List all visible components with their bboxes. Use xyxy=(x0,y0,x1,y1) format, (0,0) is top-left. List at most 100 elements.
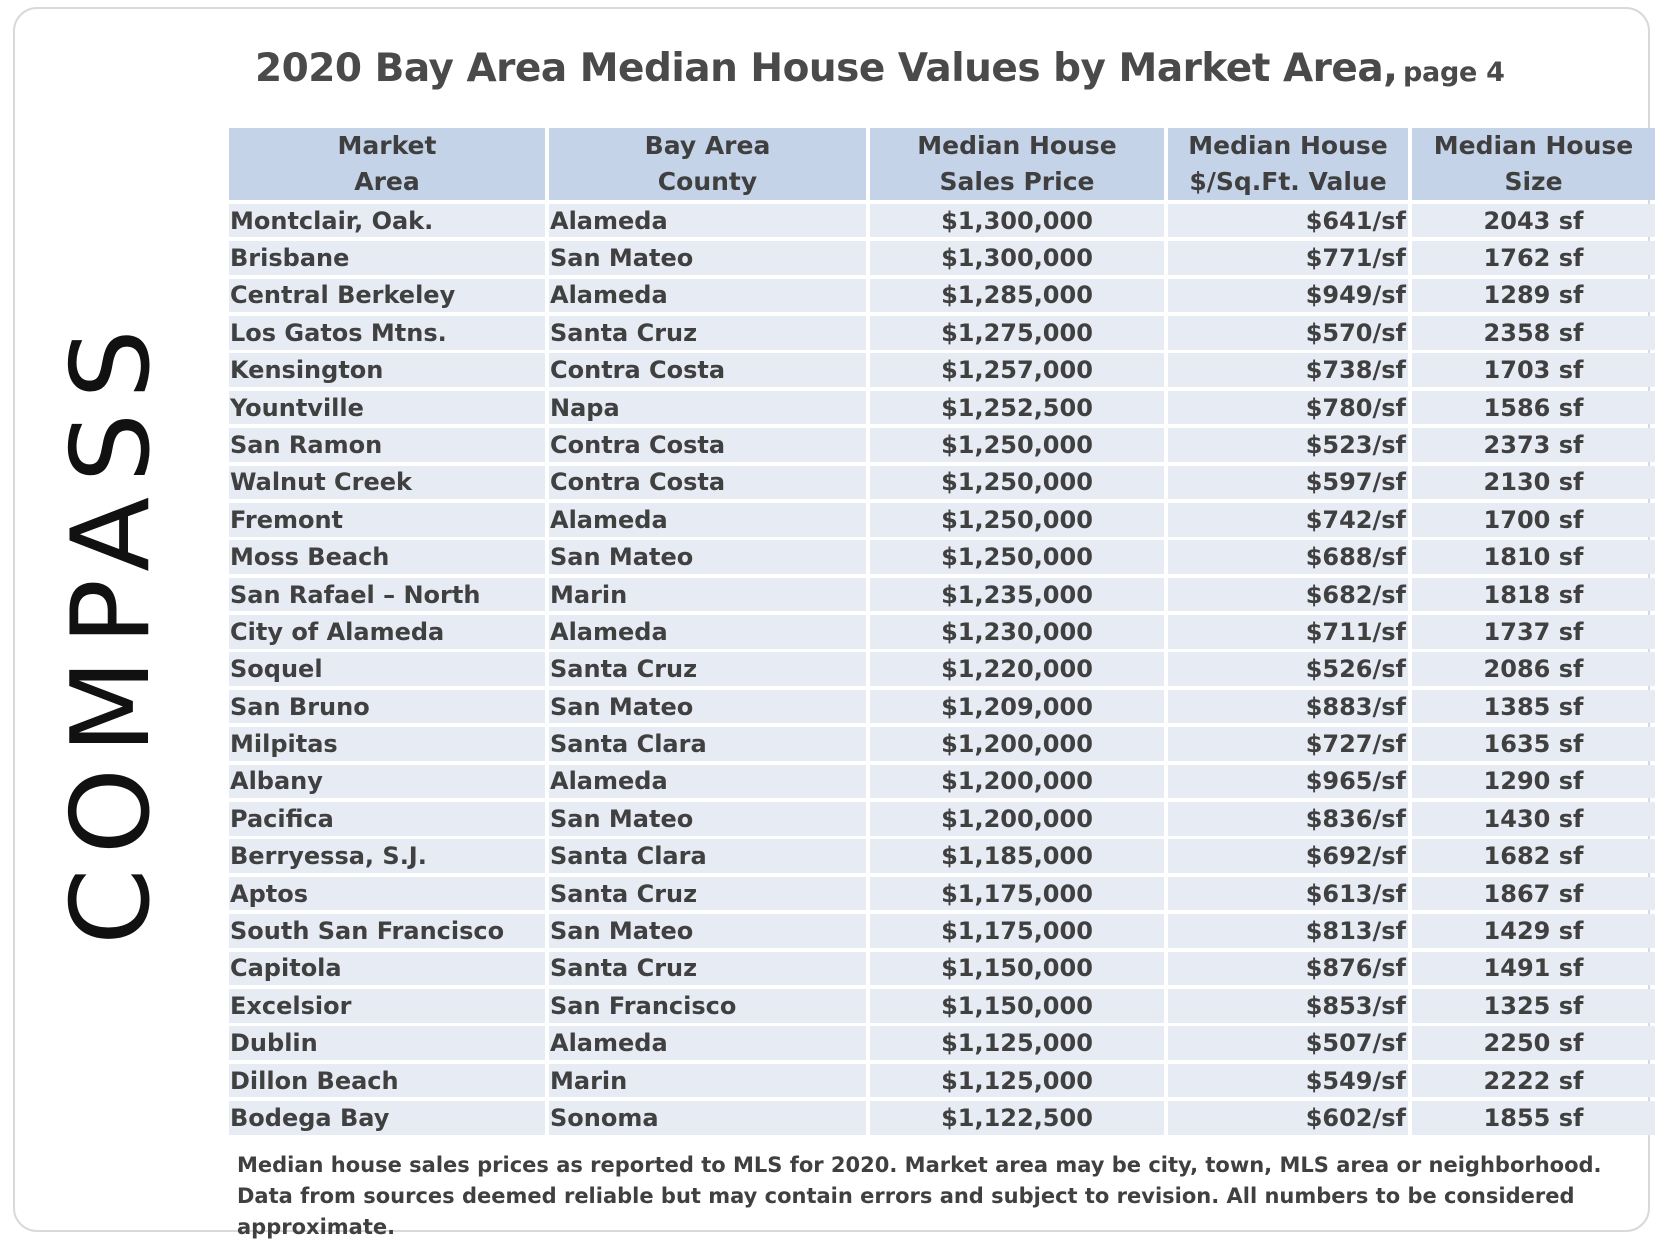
cell-market-area: San Rafael – North xyxy=(229,577,545,612)
cell-market-area: Walnut Creek xyxy=(229,465,545,500)
table-row: San Ramon Contra Costa $1,250,000 $523/sf 23… xyxy=(229,428,1655,462)
cell-price-per-sqft: $597/sf xyxy=(1168,465,1408,500)
cell-sales-price: $1,250,000 xyxy=(870,540,1164,574)
table-body: Montclair, Oak. Alameda $1,300,000 $641/sf 2… xyxy=(229,203,1655,1135)
cell-price-per-sqft: $682/sf xyxy=(1168,577,1408,612)
cell-price-per-sqft: $949/sf xyxy=(1168,278,1408,313)
compass-logo-graphic: COMPASS xyxy=(66,315,170,945)
cell-price-per-sqft: $883/sf xyxy=(1168,689,1408,724)
cell-price-per-sqft: $738/sf xyxy=(1168,353,1408,387)
cell-market-area: Bodega Bay xyxy=(229,1101,545,1135)
table-row: Central Berkeley Alameda $1,285,000 $949/sf… xyxy=(229,278,1655,313)
cell-market-area: Soquel xyxy=(229,652,545,687)
cell-county: Alameda xyxy=(549,278,866,313)
cell-county: Santa Cruz xyxy=(549,315,866,350)
cell-market-area: Aptos xyxy=(229,876,545,911)
cell-market-area: Albany xyxy=(229,764,545,799)
cell-county: Alameda xyxy=(549,1026,866,1060)
header-price-per-sqft: Median House $/Sq.Ft. Value xyxy=(1168,128,1408,200)
cell-house-size: 1586 sf xyxy=(1412,390,1655,425)
cell-market-area: Pacifica xyxy=(229,802,545,836)
cell-price-per-sqft: $570/sf xyxy=(1168,315,1408,350)
cell-sales-price: $1,285,000 xyxy=(870,278,1164,313)
table-row: Fremont Alameda $1,250,000 $742/sf 1700 sf xyxy=(229,502,1655,537)
cell-county: Santa Cruz xyxy=(549,876,866,911)
cell-house-size: 1682 sf xyxy=(1412,839,1655,874)
cell-county: Sonoma xyxy=(549,1101,866,1135)
cell-sales-price: $1,122,500 xyxy=(870,1101,1164,1135)
table-row: Bodega Bay Sonoma $1,122,500 $602/sf 1855 sf xyxy=(229,1101,1655,1135)
cell-price-per-sqft: $965/sf xyxy=(1168,764,1408,799)
cell-county: Alameda xyxy=(549,502,866,537)
cell-market-area: South San Francisco xyxy=(229,914,545,948)
cell-house-size: 1325 sf xyxy=(1412,989,1655,1023)
svg-text:COMPASS: COMPASS xyxy=(66,315,170,945)
cell-sales-price: $1,220,000 xyxy=(870,652,1164,687)
compass-logo: COMPASS xyxy=(66,300,170,960)
cell-sales-price: $1,209,000 xyxy=(870,689,1164,724)
table-header: Market Area Bay Area County Median House S… xyxy=(229,128,1655,200)
cell-county: Marin xyxy=(549,1063,866,1098)
cell-market-area: Brisbane xyxy=(229,241,545,275)
cell-price-per-sqft: $853/sf xyxy=(1168,989,1408,1023)
cell-market-area: Milpitas xyxy=(229,727,545,761)
cell-sales-price: $1,200,000 xyxy=(870,727,1164,761)
cell-price-per-sqft: $836/sf xyxy=(1168,802,1408,836)
table-row: Yountville Napa $1,252,500 $780/sf 1586 sf xyxy=(229,390,1655,425)
cell-market-area: Dublin xyxy=(229,1026,545,1060)
cell-county: Napa xyxy=(549,390,866,425)
cell-house-size: 2086 sf xyxy=(1412,652,1655,687)
table-row: Walnut Creek Contra Costa $1,250,000 $597/s… xyxy=(229,465,1655,500)
table-row: Berryessa, S.J. Santa Clara $1,185,000 $692… xyxy=(229,839,1655,874)
table-row: Pacifica San Mateo $1,200,000 $836/sf 1430 s… xyxy=(229,802,1655,836)
table-row: Soquel Santa Cruz $1,220,000 $526/sf 2086 sf xyxy=(229,652,1655,687)
cell-price-per-sqft: $549/sf xyxy=(1168,1063,1408,1098)
cell-market-area: Dillon Beach xyxy=(229,1063,545,1098)
cell-price-per-sqft: $711/sf xyxy=(1168,615,1408,649)
cell-house-size: 1855 sf xyxy=(1412,1101,1655,1135)
cell-house-size: 1290 sf xyxy=(1412,764,1655,799)
cell-price-per-sqft: $641/sf xyxy=(1168,203,1408,238)
market-area-table: Market Area Bay Area County Median House S… xyxy=(229,128,1655,1135)
cell-house-size: 2222 sf xyxy=(1412,1063,1655,1098)
cell-house-size: 1430 sf xyxy=(1412,802,1655,836)
cell-market-area: Montclair, Oak. xyxy=(229,203,545,238)
cell-price-per-sqft: $771/sf xyxy=(1168,241,1408,275)
header-house-size: Median House Size xyxy=(1412,128,1655,200)
table-row: Milpitas Santa Clara $1,200,000 $727/sf 1635… xyxy=(229,727,1655,761)
cell-sales-price: $1,200,000 xyxy=(870,802,1164,836)
cell-market-area: City of Alameda xyxy=(229,615,545,649)
cell-house-size: 1635 sf xyxy=(1412,727,1655,761)
cell-price-per-sqft: $813/sf xyxy=(1168,914,1408,948)
cell-sales-price: $1,125,000 xyxy=(870,1063,1164,1098)
cell-sales-price: $1,175,000 xyxy=(870,876,1164,911)
cell-sales-price: $1,125,000 xyxy=(870,1026,1164,1060)
cell-price-per-sqft: $523/sf xyxy=(1168,428,1408,462)
table-row: Los Gatos Mtns. Santa Cruz $1,275,000 $570/… xyxy=(229,315,1655,350)
cell-market-area: Berryessa, S.J. xyxy=(229,839,545,874)
cell-house-size: 1429 sf xyxy=(1412,914,1655,948)
cell-sales-price: $1,250,000 xyxy=(870,428,1164,462)
cell-county: San Mateo xyxy=(549,689,866,724)
table-row: Brisbane San Mateo $1,300,000 $771/sf 1762 s… xyxy=(229,241,1655,275)
cell-house-size: 2250 sf xyxy=(1412,1026,1655,1060)
cell-market-area: Los Gatos Mtns. xyxy=(229,315,545,350)
header-county: Bay Area County xyxy=(549,128,866,200)
cell-house-size: 1703 sf xyxy=(1412,353,1655,387)
cell-price-per-sqft: $613/sf xyxy=(1168,876,1408,911)
cell-county: Santa Cruz xyxy=(549,652,866,687)
cell-county: San Francisco xyxy=(549,989,866,1023)
table-row: San Rafael – North Marin $1,235,000 $682/sf… xyxy=(229,577,1655,612)
table-row: Capitola Santa Cruz $1,150,000 $876/sf 1491 … xyxy=(229,951,1655,986)
table-row: City of Alameda Alameda $1,230,000 $711/sf 1… xyxy=(229,615,1655,649)
cell-market-area: Capitola xyxy=(229,951,545,986)
table-row: Aptos Santa Cruz $1,175,000 $613/sf 1867 sf xyxy=(229,876,1655,911)
cell-house-size: 2130 sf xyxy=(1412,465,1655,500)
cell-county: Alameda xyxy=(549,764,866,799)
table-row: Dublin Alameda $1,125,000 $507/sf 2250 sf xyxy=(229,1026,1655,1060)
cell-county: Marin xyxy=(549,577,866,612)
cell-price-per-sqft: $602/sf xyxy=(1168,1101,1408,1135)
cell-sales-price: $1,200,000 xyxy=(870,764,1164,799)
cell-house-size: 1289 sf xyxy=(1412,278,1655,313)
cell-county: San Mateo xyxy=(549,241,866,275)
